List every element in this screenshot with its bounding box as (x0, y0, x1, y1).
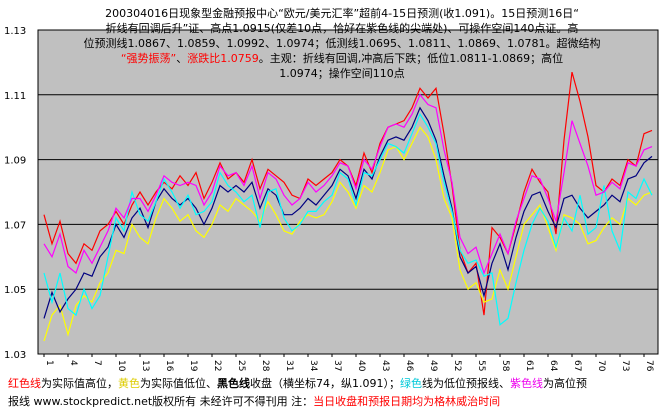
title-red-2: 涨跌比1.0759 (187, 52, 259, 65)
legend-red: 红色线 (8, 377, 41, 390)
title-sep: 、 (176, 52, 188, 65)
x-tick-label: 28 (260, 360, 270, 372)
y-tick-label: 1.07 (4, 220, 26, 231)
title-line-2: 折线有回调后升”证、高点1.0915(仅差10点，恰好在紫色线的尖端处)、可操作… (105, 22, 579, 35)
series-line-1 (43, 126, 653, 342)
legend-text-4: 线为低位预报线、 (422, 377, 510, 390)
x-tick-label: 61 (524, 360, 534, 371)
x-tick-label: 19 (188, 360, 198, 372)
series-line-4 (43, 93, 653, 275)
title-red-1: “强势振荡” (120, 52, 177, 65)
y-axis: 1.03 1.05 1.07 1.09 1.11 1.13 (4, 26, 26, 361)
legend-text-1: 为实际值高位， (41, 377, 118, 390)
legend: 红色线为实际值高位，黄色为实际值低位、黑色线收盘（横坐标74，纵1.091）；绿… (8, 375, 660, 411)
x-tick-label: 43 (380, 360, 390, 371)
x-tick-label: 76 (644, 360, 654, 372)
title-line-4-rest: 。主观：折线有回调,冲高后下跌；低位1.0811-1.0869；高位 (258, 52, 564, 65)
y-tick-label: 1.03 (4, 350, 26, 361)
legend-note: 当日收盘和预报日期均为格林威治时间 (313, 395, 501, 408)
chart-title: 200304016日现象型金融预报中心“欧元/美元汇率”超前4-15日预测(收1… (62, 6, 622, 81)
x-tick-label: 31 (284, 360, 294, 371)
x-tick-label: 16 (164, 360, 174, 372)
x-tick-label: 1 (44, 360, 54, 366)
x-tick-label: 37 (332, 360, 342, 371)
x-tick-label: 46 (404, 360, 414, 372)
x-tick-label: 58 (500, 360, 510, 372)
x-tick-label: 25 (236, 360, 246, 371)
title-line-1: 200304016日现象型金融预报中心“欧元/美元汇率”超前4-15日预测(收1… (105, 7, 579, 20)
legend-text-2: 为实际值低位、 (140, 377, 217, 390)
legend-black: 黑色线 (217, 377, 250, 390)
y-tick-label: 1.11 (4, 91, 26, 102)
title-line-5: 1.0974；操作空间110点 (279, 67, 405, 80)
legend-text-6: 报线 www.stockpredict.net版权所有 未经许可不得刊用 注： (8, 395, 314, 408)
x-tick-label: 40 (356, 360, 366, 372)
x-tick-label: 7 (92, 360, 102, 366)
legend-text-5: 为高位预 (543, 377, 587, 390)
x-tick-label: 13 (140, 360, 150, 371)
x-tick-label: 55 (476, 360, 486, 371)
x-tick-label: 4 (68, 360, 78, 366)
x-tick-label: 52 (452, 360, 462, 371)
legend-yellow: 黄色 (118, 377, 140, 390)
y-tick-label: 1.05 (4, 285, 26, 296)
legend-magenta: 紫色线 (510, 377, 543, 390)
series-line-2 (43, 106, 653, 319)
title-line-3: 位预测线1.0867、1.0859、1.0992、1.0974；低测线1.069… (83, 37, 601, 50)
series-lines (43, 71, 653, 342)
x-tick-label: 49 (428, 360, 438, 372)
legend-text-3: 收盘（横坐标74，纵1.091）； (250, 377, 400, 390)
title-line-4: “强势振荡”、涨跌比1.0759。主观：折线有回调,冲高后下跌；低位1.0811… (62, 51, 622, 66)
x-tick-label: 22 (212, 360, 222, 371)
x-tick-label: 10 (116, 360, 126, 372)
y-tick-label: 1.13 (4, 26, 26, 37)
legend-cyan: 绿色 (400, 377, 422, 390)
x-tick-label: 70 (596, 360, 606, 372)
x-tick-label: 64 (548, 360, 558, 372)
x-tick-label: 73 (620, 360, 630, 371)
x-axis: 1 4 7 10 13 16 19 22 25 28 31 34 37 40 43 46 49 52 55 58 61 6… (43, 354, 654, 372)
x-tick-label: 34 (308, 360, 318, 372)
x-tick-label: 67 (572, 360, 582, 371)
legend-line-2: 报线 www.stockpredict.net版权所有 未经许可不得刊用 注：当… (8, 393, 660, 411)
y-tick-label: 1.09 (4, 156, 26, 167)
legend-line-1: 红色线为实际值高位，黄色为实际值低位、黑色线收盘（横坐标74，纵1.091）；绿… (8, 375, 660, 393)
series-line-3 (43, 112, 653, 326)
